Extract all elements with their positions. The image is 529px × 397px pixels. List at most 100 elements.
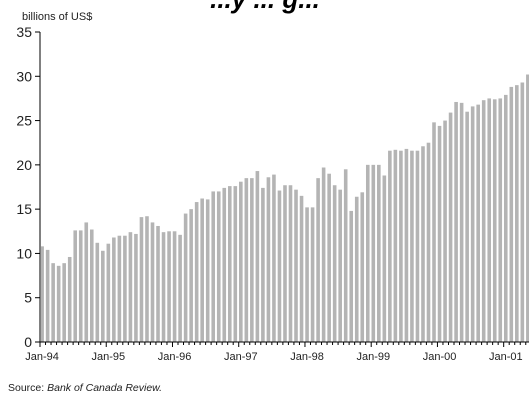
y-tick-label: 30	[16, 68, 32, 84]
x-tick-label: Jan-96	[158, 351, 192, 363]
bar	[415, 150, 420, 342]
bar	[432, 122, 436, 342]
bar	[95, 242, 100, 342]
bar	[520, 82, 525, 343]
bar	[393, 149, 398, 342]
bar	[211, 191, 216, 342]
bar	[503, 94, 508, 342]
bar	[139, 217, 144, 342]
x-tick-label: Jan-00	[423, 351, 457, 363]
bar	[305, 207, 309, 342]
bar	[266, 177, 271, 342]
bar	[382, 175, 387, 342]
x-tick-label: Jan-95	[92, 351, 126, 363]
bar	[465, 111, 469, 343]
x-tick-label: Jan-98	[290, 351, 324, 363]
bar	[288, 185, 293, 342]
y-axis-unit-label: billions of US$	[22, 11, 92, 23]
x-axis: Jan-94 Jan-95 Jan-96 Jan-97 Jan-98 Jan-99 Jan-…	[25, 341, 529, 363]
bar	[426, 142, 431, 342]
bar	[123, 235, 127, 342]
bar	[233, 186, 238, 342]
y-tick-label: 15	[16, 201, 32, 217]
bar	[377, 164, 381, 342]
bar	[321, 167, 326, 342]
bar	[299, 195, 304, 342]
bar	[227, 186, 232, 342]
y-tick-label: 25	[16, 113, 32, 129]
bar	[189, 209, 193, 342]
bar	[216, 191, 221, 342]
bar	[327, 173, 331, 342]
bar	[117, 235, 122, 342]
bar	[365, 164, 370, 342]
bar	[183, 213, 188, 342]
bars-group	[40, 74, 529, 343]
bar	[62, 263, 66, 342]
bar	[205, 199, 210, 342]
bar	[156, 225, 160, 342]
bar	[84, 222, 89, 342]
bar	[437, 125, 442, 342]
bar	[354, 196, 359, 342]
bar	[410, 150, 414, 342]
y-tick-label: 5	[24, 290, 32, 306]
bar	[454, 101, 458, 342]
x-tick-label: Jan-01	[489, 351, 523, 363]
bar	[421, 146, 425, 342]
bar	[360, 192, 365, 342]
bar	[272, 174, 276, 342]
bar	[443, 120, 447, 342]
chart-title: ...y ... g...	[210, 0, 320, 14]
bar	[145, 216, 149, 342]
bar	[310, 207, 315, 342]
bar	[45, 249, 50, 342]
bar	[492, 99, 497, 342]
bar	[101, 250, 105, 342]
bar	[222, 187, 227, 342]
bar	[294, 189, 298, 342]
bar	[73, 230, 78, 342]
bar	[40, 246, 44, 342]
bar	[161, 232, 166, 342]
bar	[200, 198, 204, 342]
bar	[134, 233, 138, 342]
bar	[404, 148, 409, 342]
bar	[239, 181, 243, 342]
bar	[459, 102, 464, 342]
bar	[277, 190, 282, 342]
bar	[106, 243, 111, 342]
x-tick-label: Jan-99	[356, 351, 390, 363]
bar	[261, 187, 265, 342]
y-tick-label: 35	[16, 24, 32, 40]
source-name: Bank of Canada Review.	[47, 382, 163, 394]
bar	[56, 265, 61, 342]
y-tick-label: 0	[24, 334, 32, 350]
bar	[399, 150, 403, 342]
bar	[526, 74, 529, 342]
bar	[283, 185, 287, 342]
bar	[481, 100, 486, 342]
bar	[128, 232, 133, 342]
y-tick-label: 10	[16, 245, 32, 261]
bar	[194, 202, 199, 342]
bar	[470, 106, 475, 343]
bar	[172, 231, 177, 342]
bar	[51, 263, 55, 342]
bar	[487, 98, 492, 343]
bar	[343, 169, 348, 342]
bar	[448, 112, 453, 342]
bar	[255, 171, 260, 342]
bar	[371, 164, 376, 342]
bar	[332, 185, 337, 342]
bar	[178, 234, 182, 342]
bar	[89, 229, 94, 342]
bar	[67, 256, 72, 342]
x-tick-label: Jan-94	[25, 351, 59, 363]
bar	[498, 98, 503, 343]
bar	[338, 189, 342, 342]
bar	[250, 178, 254, 342]
source-note: Source: Bank of Canada Review.	[8, 382, 162, 394]
bar	[476, 104, 480, 342]
bar	[244, 178, 249, 342]
